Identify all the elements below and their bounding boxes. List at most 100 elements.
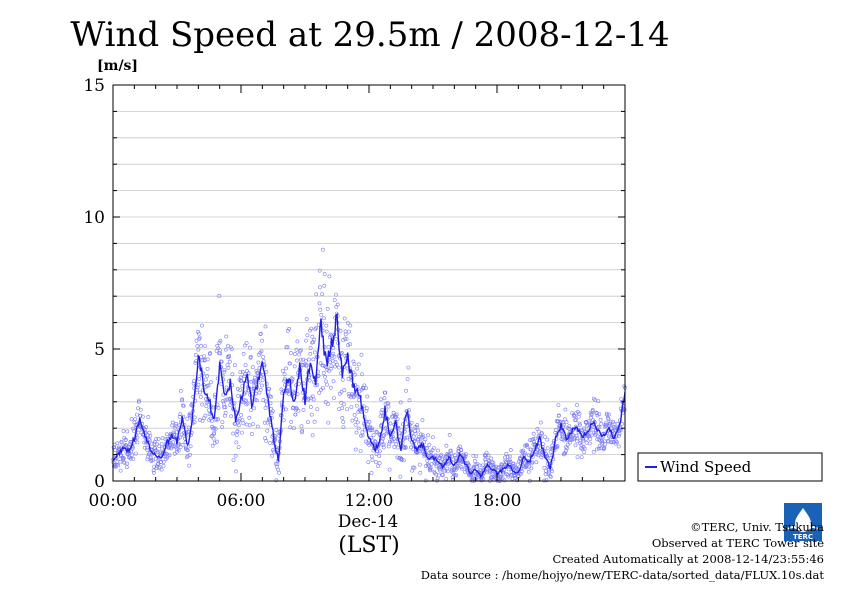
y-tick-label: 15 xyxy=(83,76,105,96)
data-point xyxy=(382,396,387,401)
data-point xyxy=(214,439,219,444)
data-point xyxy=(352,412,357,417)
data-point xyxy=(217,293,222,298)
data-point xyxy=(138,413,143,418)
data-point xyxy=(395,417,400,422)
data-point xyxy=(392,445,397,449)
data-point xyxy=(383,390,388,395)
data-point xyxy=(572,414,577,419)
data-point xyxy=(563,417,567,422)
data-point xyxy=(447,432,452,437)
data-point xyxy=(386,404,391,409)
data-point xyxy=(256,360,261,365)
data-point xyxy=(381,445,386,450)
data-point xyxy=(412,465,417,470)
data-point xyxy=(331,396,336,401)
data-point xyxy=(355,366,360,371)
data-point xyxy=(345,321,350,325)
data-point xyxy=(196,382,201,387)
data-point xyxy=(212,440,217,445)
data-point xyxy=(267,386,272,391)
data-point xyxy=(620,421,625,426)
data-point xyxy=(525,444,530,449)
data-point xyxy=(196,347,201,352)
data-point xyxy=(342,388,347,393)
data-point xyxy=(374,429,379,434)
data-point xyxy=(192,415,197,420)
data-point xyxy=(258,387,263,392)
data-point xyxy=(320,292,325,297)
data-point xyxy=(186,425,191,430)
data-point xyxy=(234,433,239,438)
created-text: Created Automatically at 2008-12-14/23:5… xyxy=(552,552,825,566)
data-point xyxy=(590,408,595,412)
data-point xyxy=(303,390,308,395)
data-point xyxy=(157,444,162,449)
data-point xyxy=(320,247,325,252)
data-point xyxy=(550,469,555,474)
data-point xyxy=(122,460,127,465)
data-point xyxy=(420,435,425,439)
data-point xyxy=(236,394,241,398)
data-point xyxy=(312,337,317,342)
data-point xyxy=(262,420,267,425)
data-point xyxy=(332,354,337,359)
x-tick-label: 00:00 xyxy=(89,491,138,511)
data-point xyxy=(587,441,592,446)
data-point xyxy=(183,445,188,450)
data-point xyxy=(473,462,478,467)
data-point xyxy=(606,417,611,421)
data-point xyxy=(163,437,168,442)
data-point xyxy=(588,437,593,441)
data-point xyxy=(587,420,592,425)
data-point xyxy=(222,368,227,373)
data-point xyxy=(200,402,205,407)
data-point xyxy=(548,474,552,478)
data-point xyxy=(532,440,537,445)
data-point xyxy=(460,466,465,471)
data-point xyxy=(216,405,221,410)
data-point xyxy=(444,477,449,482)
data-point xyxy=(428,465,433,470)
data-point xyxy=(340,377,345,382)
data-point xyxy=(320,328,325,333)
data-point xyxy=(575,455,580,460)
data-point xyxy=(374,452,379,456)
data-point xyxy=(513,475,518,480)
x-tick-label: 12:00 xyxy=(345,491,394,511)
data-point xyxy=(352,362,357,367)
data-point xyxy=(283,407,288,412)
data-point xyxy=(303,359,308,363)
data-point xyxy=(203,344,208,349)
data-point xyxy=(194,338,199,343)
data-point xyxy=(529,466,534,471)
data-point xyxy=(198,394,203,399)
data-point xyxy=(197,377,202,381)
data-point xyxy=(195,344,200,348)
data-point xyxy=(203,413,208,418)
data-point xyxy=(307,378,312,383)
data-point xyxy=(401,458,406,463)
data-point xyxy=(210,443,215,448)
data-point xyxy=(214,417,219,421)
data-point xyxy=(327,274,332,279)
data-point xyxy=(456,448,461,453)
data-point xyxy=(240,370,245,374)
data-point xyxy=(301,408,306,412)
data-point xyxy=(243,363,248,368)
data-point xyxy=(239,413,244,417)
data-point xyxy=(320,386,325,391)
data-point xyxy=(341,425,346,430)
data-point xyxy=(318,361,323,366)
data-point xyxy=(354,430,359,435)
data-point xyxy=(607,412,611,417)
data-point xyxy=(311,397,316,402)
data-point xyxy=(121,456,126,461)
data-point xyxy=(593,398,597,402)
data-point xyxy=(264,438,269,443)
data-point xyxy=(146,437,151,442)
data-point xyxy=(209,380,213,385)
data-point xyxy=(440,473,445,478)
data-point xyxy=(129,417,134,422)
data-point xyxy=(453,455,458,460)
